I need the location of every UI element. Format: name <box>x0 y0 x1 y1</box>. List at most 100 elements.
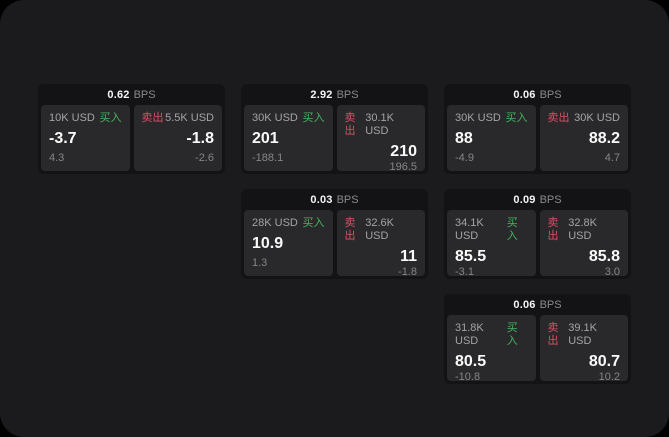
buy-delta-value: -3.1 <box>455 266 474 278</box>
bps-value: 0.06 <box>513 298 536 311</box>
buy-size-label: 31.8K USD <box>455 322 484 347</box>
sell-action-label: 卖出 <box>344 112 356 137</box>
buy-price-value: 201 <box>252 130 279 147</box>
buy-delta-value: -188.1 <box>252 152 284 164</box>
card-header: 0.06 BPS <box>447 294 628 315</box>
card-header: 0.06 BPS <box>447 84 628 105</box>
bps-quote-card: 0.06 BPS 30K USD 买入 88 -4.9 卖出 30K USD 8… <box>444 84 631 174</box>
bps-quote-card: 0.03 BPS 28K USD 买入 10.9 1.3 卖出 32.6K US… <box>241 189 428 279</box>
sell-size-label: 5.5K USD <box>165 112 214 124</box>
sell-tile-top-row: 卖出 30.1K USD <box>345 112 418 138</box>
bps-unit-label: BPS <box>336 193 359 206</box>
sell-action-label: 卖出 <box>547 322 559 347</box>
sell-tile-top-row: 卖出 39.1K USD <box>548 322 621 348</box>
sell-size-label: 32.8K USD <box>568 217 597 242</box>
card-body: 34.1K USD 买入 85.5 -3.1 卖出 32.8K USD 85.8… <box>447 210 628 278</box>
sell-quote-tile[interactable]: 卖出 39.1K USD 80.7 10.2 <box>539 315 628 383</box>
buy-tile-top-row: 31.8K USD 买入 <box>455 322 528 348</box>
bps-value: 0.03 <box>310 193 333 206</box>
sell-quote-tile[interactable]: 卖出 5.5K USD -1.8 -2.6 <box>133 105 222 171</box>
bps-value: 2.92 <box>310 88 333 101</box>
sell-size-label: 30K USD <box>574 112 620 124</box>
buy-size-label: 30K USD <box>252 112 298 124</box>
buy-tile-top-row: 30K USD 买入 <box>252 112 325 125</box>
sell-tile-top-row: 卖出 32.8K USD <box>548 217 621 243</box>
quote-cards-grid: 0.62 BPS 10K USD 买入 -3.7 4.3 卖出 5.5K USD… <box>38 84 631 384</box>
buy-delta-value: -4.9 <box>455 152 474 164</box>
bps-unit-label: BPS <box>539 88 562 101</box>
card-header: 0.62 BPS <box>41 84 222 105</box>
buy-size-label: 28K USD <box>252 217 298 229</box>
buy-action-label: 买入 <box>506 217 518 242</box>
sell-size-label: 32.6K USD <box>365 217 394 242</box>
buy-quote-tile[interactable]: 10K USD 买入 -3.7 4.3 <box>41 105 130 171</box>
buy-quote-tile[interactable]: 30K USD 买入 201 -188.1 <box>244 105 333 171</box>
bps-value: 0.06 <box>513 88 536 101</box>
buy-tile-top-row: 28K USD 买入 <box>252 217 325 230</box>
sell-action-label: 卖出 <box>141 112 164 124</box>
buy-price-value: -3.7 <box>49 130 77 147</box>
bps-quote-card: 0.62 BPS 10K USD 买入 -3.7 4.3 卖出 5.5K USD… <box>38 84 225 174</box>
buy-size-label: 34.1K USD <box>455 217 484 242</box>
sell-size-label: 39.1K USD <box>568 322 597 347</box>
buy-price-value: 80.5 <box>455 353 487 370</box>
card-header: 2.92 BPS <box>244 84 425 105</box>
bps-unit-label: BPS <box>539 193 562 206</box>
buy-delta-value: 4.3 <box>49 152 65 164</box>
buy-quote-tile[interactable]: 28K USD 买入 10.9 1.3 <box>244 210 333 276</box>
buy-action-label: 买入 <box>302 112 325 124</box>
bps-quote-card: 2.92 BPS 30K USD 买入 201 -188.1 卖出 30.1K … <box>241 84 428 174</box>
card-header: 0.03 BPS <box>244 189 425 210</box>
buy-size-label: 30K USD <box>455 112 501 124</box>
buy-action-label: 买入 <box>302 217 325 229</box>
sell-quote-tile[interactable]: 卖出 32.8K USD 85.8 3.0 <box>539 210 628 278</box>
buy-price-value: 10.9 <box>252 235 284 252</box>
buy-quote-tile[interactable]: 34.1K USD 买入 85.5 -3.1 <box>447 210 536 278</box>
sell-action-label: 卖出 <box>547 217 559 242</box>
bps-value: 0.09 <box>513 193 536 206</box>
sell-delta-value: 4.7 <box>604 152 620 164</box>
buy-quote-tile[interactable]: 31.8K USD 买入 80.5 -10.8 <box>447 315 536 383</box>
card-body: 30K USD 买入 201 -188.1 卖出 30.1K USD 210 1… <box>244 105 425 173</box>
buy-tile-top-row: 34.1K USD 买入 <box>455 217 528 243</box>
sell-action-label: 卖出 <box>547 112 570 124</box>
sell-tile-top-row: 卖出 30K USD <box>548 112 621 125</box>
sell-price-value: 85.8 <box>588 248 620 265</box>
buy-price-value: 85.5 <box>455 248 487 265</box>
bps-unit-label: BPS <box>133 88 156 101</box>
bps-quote-card: 0.06 BPS 31.8K USD 买入 80.5 -10.8 卖出 39.1… <box>444 294 631 384</box>
bps-quote-card: 0.09 BPS 34.1K USD 买入 85.5 -3.1 卖出 32.8K… <box>444 189 631 279</box>
sell-size-label: 30.1K USD <box>365 112 394 137</box>
sell-quote-tile[interactable]: 卖出 32.6K USD 11 -1.8 <box>336 210 425 278</box>
bps-value: 0.62 <box>107 88 130 101</box>
buy-size-label: 10K USD <box>49 112 95 124</box>
sell-price-value: 88.2 <box>588 130 620 147</box>
card-body: 28K USD 买入 10.9 1.3 卖出 32.6K USD 11 -1.8 <box>244 210 425 278</box>
card-body: 31.8K USD 买入 80.5 -10.8 卖出 39.1K USD 80.… <box>447 315 628 383</box>
card-header: 0.09 BPS <box>447 189 628 210</box>
bps-unit-label: BPS <box>539 298 562 311</box>
buy-delta-value: 1.3 <box>252 257 268 269</box>
buy-tile-top-row: 10K USD 买入 <box>49 112 122 125</box>
buy-quote-tile[interactable]: 30K USD 买入 88 -4.9 <box>447 105 536 171</box>
sell-delta-value: -1.8 <box>398 266 417 278</box>
sell-tile-top-row: 卖出 5.5K USD <box>142 112 215 125</box>
sell-tile-top-row: 卖出 32.6K USD <box>345 217 418 243</box>
sell-price-value: -1.8 <box>186 130 214 147</box>
sell-quote-tile[interactable]: 卖出 30K USD 88.2 4.7 <box>539 105 628 171</box>
buy-tile-top-row: 30K USD 买入 <box>455 112 528 125</box>
sell-price-value: 80.7 <box>588 353 620 370</box>
buy-action-label: 买入 <box>505 112 528 124</box>
sell-delta-value: 3.0 <box>604 266 620 278</box>
buy-action-label: 买入 <box>99 112 122 124</box>
buy-delta-value: -10.8 <box>455 371 481 383</box>
buy-price-value: 88 <box>455 130 473 147</box>
sell-price-value: 210 <box>390 143 417 160</box>
card-body: 30K USD 买入 88 -4.9 卖出 30K USD 88.2 4.7 <box>447 105 628 171</box>
bps-unit-label: BPS <box>336 88 359 101</box>
sell-price-value: 11 <box>400 248 417 265</box>
sell-delta-value: 196.5 <box>389 161 417 173</box>
buy-action-label: 买入 <box>506 322 518 347</box>
sell-quote-tile[interactable]: 卖出 30.1K USD 210 196.5 <box>336 105 425 173</box>
